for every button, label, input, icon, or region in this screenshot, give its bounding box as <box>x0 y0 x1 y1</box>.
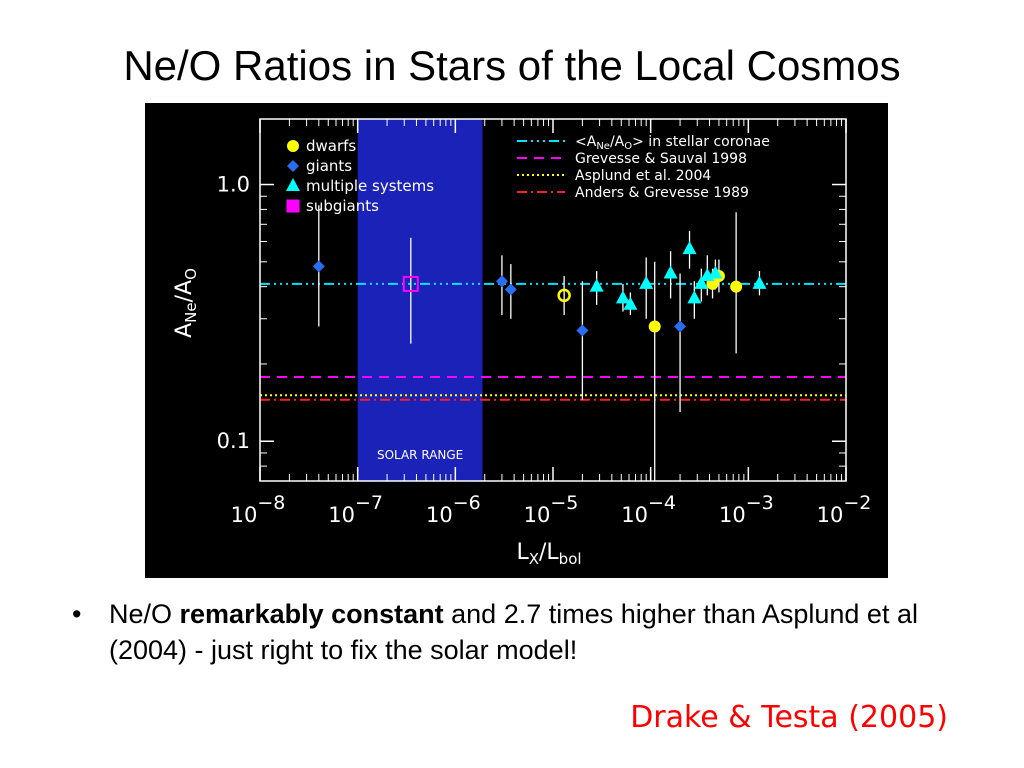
data-point-diamond <box>674 320 687 333</box>
legend-label: subgiants <box>306 197 379 215</box>
bullet-text-post: and 2.7 times higher than Asplund et al … <box>109 599 918 665</box>
x-tick-base: 10 <box>231 503 258 527</box>
legend-line-pre: <A <box>575 134 597 150</box>
legend-line-label: Anders & Grevesse 1989 <box>575 185 749 201</box>
legend-marker-diamond <box>287 160 299 172</box>
legend-line-sub2: O <box>624 141 632 152</box>
x-tick-label: 10−8 <box>231 492 286 527</box>
x-tick-exponent: −8 <box>257 492 285 514</box>
slide-title: Ne/O Ratios in Stars of the Local Cosmos <box>123 42 901 89</box>
data-point-circle <box>557 288 571 303</box>
legend-line-mid: /A <box>610 134 625 150</box>
x-axis-label-base: L <box>516 540 529 565</box>
data-point-circle <box>730 280 743 293</box>
chart-panel: SOLAR RANGE 10−8 10−7 10−6 10−5 10−4 10−3 10−2 1… <box>145 103 888 578</box>
x-tick-base: 10 <box>817 503 844 527</box>
legend-line-label: Asplund et al. 2004 <box>575 168 711 184</box>
x-axis-label-sep: /L <box>539 540 559 565</box>
x-tick-label: 10−2 <box>817 492 872 527</box>
x-tick-base: 10 <box>719 503 746 527</box>
legend-label: giants <box>306 157 352 175</box>
data-point-triangle <box>639 275 654 289</box>
x-tick-label: 10−7 <box>328 492 383 527</box>
data-point-square <box>402 275 419 292</box>
legend-line-post: > in stellar coronae <box>632 134 770 150</box>
bullet-text-pre: Ne/O <box>109 599 180 629</box>
legend-marker-triangle <box>286 178 300 191</box>
x-tick-base: 10 <box>524 503 551 527</box>
x-tick-base: 10 <box>426 503 453 527</box>
y-axis-label-sep: /A <box>172 280 197 302</box>
y-axis-label-sub2: O <box>182 268 200 280</box>
x-tick-exponent: −2 <box>843 492 871 514</box>
y-axis-label-sub1: Ne <box>182 302 200 322</box>
solar-range-band <box>357 119 483 481</box>
data-point-diamond <box>576 324 589 337</box>
legend-marker-square <box>286 199 300 213</box>
y-tick-label: 0.1 <box>217 429 250 453</box>
legend-marker-circle <box>287 140 299 152</box>
data-point-triangle <box>589 278 604 292</box>
data-point-triangle <box>694 275 709 289</box>
x-tick-exponent: −5 <box>550 492 578 514</box>
legend-line-sub1: Ne <box>596 141 610 152</box>
x-tick-label: 10−3 <box>719 492 774 527</box>
bullet-marker: • <box>72 599 82 629</box>
data-point-diamond <box>504 283 517 296</box>
y-axis-label: ANe/AO <box>172 268 200 338</box>
x-tick-base: 10 <box>621 503 648 527</box>
data-point-triangle <box>623 296 638 310</box>
x-tick-exponent: −3 <box>746 492 774 514</box>
legend-line-label: Grevesse & Sauval 1998 <box>575 151 747 167</box>
x-tick-label: 10−4 <box>621 492 676 527</box>
data-point-diamond <box>312 260 325 273</box>
x-tick-base: 10 <box>328 503 355 527</box>
data-point-triangle <box>682 241 697 255</box>
data-point-diamond <box>495 275 508 288</box>
data-point-circle <box>648 320 661 333</box>
x-axis-label-sub2: bol <box>559 550 582 568</box>
x-axis-label-sub1: X <box>529 550 539 568</box>
data-point-triangle <box>708 265 723 279</box>
data-point-triangle <box>687 290 702 304</box>
x-tick-exponent: −4 <box>648 492 676 514</box>
citation: Drake & Testa (2005) <box>630 700 948 735</box>
bullet-text: Ne/O remarkably constant and 2.7 times h… <box>109 596 969 668</box>
bullet-text-bold: remarkably constant <box>179 599 444 629</box>
x-axis-label: LX/Lbol <box>516 540 581 568</box>
legend-label: multiple systems <box>306 177 434 195</box>
data-point-triangle <box>663 265 678 279</box>
legend-line-label: <ANe/AO> in stellar coronae <box>575 134 770 152</box>
data-point-triangle <box>752 275 767 289</box>
x-tick-exponent: −7 <box>355 492 383 514</box>
x-tick-label: 10−5 <box>524 492 579 527</box>
legend-label: dwarfs <box>306 137 356 155</box>
data-point-triangle <box>615 290 630 304</box>
x-tick-label: 10−6 <box>426 492 481 527</box>
solar-range-label: SOLAR RANGE <box>377 448 463 462</box>
x-tick-exponent: −6 <box>453 492 481 514</box>
y-axis-label-base: A <box>172 323 197 338</box>
y-tick-label: 1.0 <box>217 173 250 197</box>
